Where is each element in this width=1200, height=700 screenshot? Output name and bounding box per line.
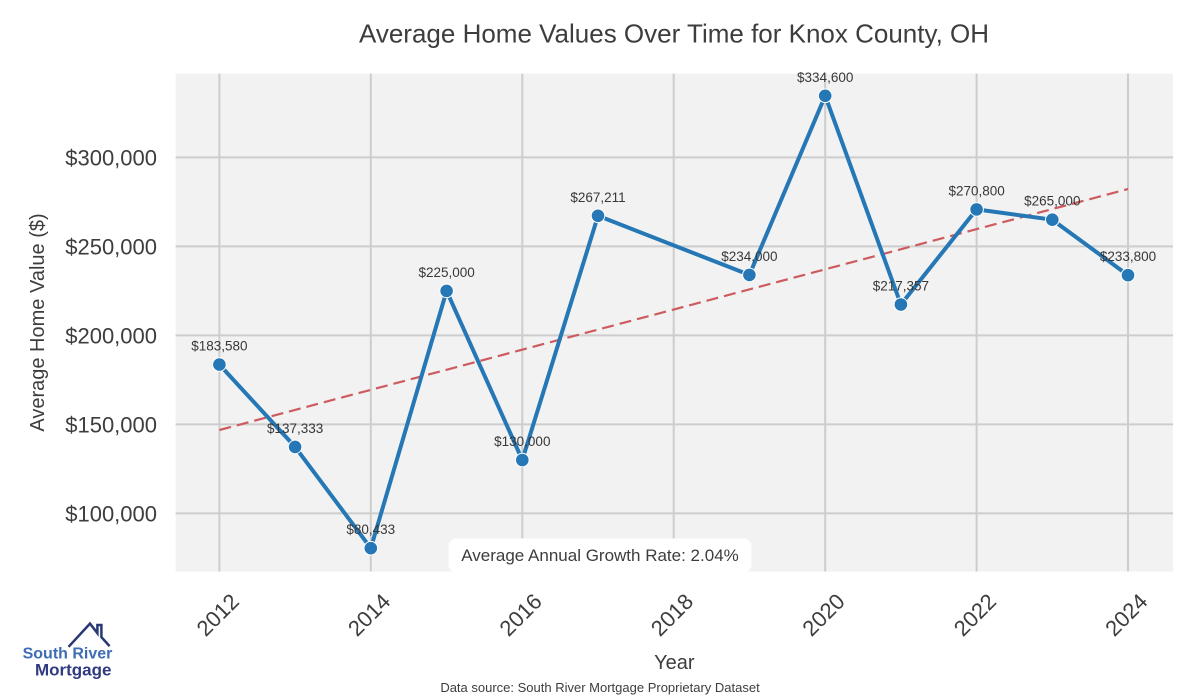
- svg-text:$183,580: $183,580: [191, 339, 247, 354]
- svg-text:Data source: South River Mortg: Data source: South River Mortgage Propri…: [440, 680, 760, 695]
- svg-text:$217,357: $217,357: [873, 279, 929, 294]
- svg-text:$250,000: $250,000: [65, 235, 157, 260]
- svg-text:$234,000: $234,000: [721, 249, 777, 264]
- svg-text:$150,000: $150,000: [65, 413, 157, 438]
- svg-text:$233,800: $233,800: [1100, 249, 1156, 264]
- svg-text:$200,000: $200,000: [65, 324, 157, 349]
- svg-text:$265,000: $265,000: [1024, 194, 1080, 209]
- svg-text:Average Annual Growth Rate: 2.: Average Annual Growth Rate: 2.04%: [461, 546, 739, 565]
- svg-text:Mortgage: Mortgage: [35, 661, 112, 680]
- svg-text:$130,000: $130,000: [494, 434, 550, 449]
- svg-text:$80,433: $80,433: [346, 522, 395, 537]
- svg-text:Average Home Value ($): Average Home Value ($): [27, 213, 49, 431]
- svg-text:South River: South River: [23, 646, 113, 663]
- svg-text:Average Home Values Over Time: Average Home Values Over Time for Knox C…: [359, 19, 989, 49]
- svg-text:$100,000: $100,000: [65, 502, 157, 527]
- svg-text:$300,000: $300,000: [65, 146, 157, 171]
- svg-text:$225,000: $225,000: [418, 265, 474, 280]
- svg-text:$137,333: $137,333: [267, 421, 323, 436]
- svg-text:$267,211: $267,211: [570, 190, 625, 205]
- svg-text:Year: Year: [654, 652, 695, 674]
- svg-text:$334,600: $334,600: [797, 70, 853, 85]
- svg-text:$270,800: $270,800: [948, 183, 1004, 198]
